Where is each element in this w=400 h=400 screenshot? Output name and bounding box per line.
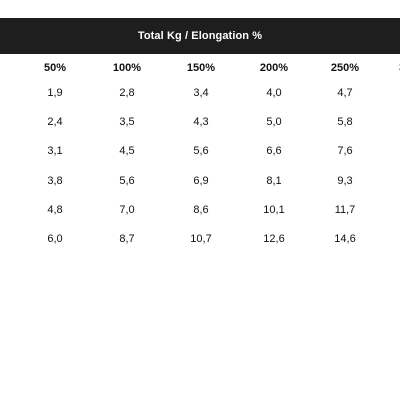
- column-header: 50%: [43, 62, 67, 74]
- table-cell: 8,6: [193, 204, 209, 216]
- table-cell: 14,6: [334, 233, 356, 245]
- table-cell: 6,0: [47, 233, 63, 245]
- table-cell: 4,7: [337, 87, 353, 99]
- table-title: Total Kg / Elongation %: [137, 30, 263, 42]
- table-cell: 10,1: [263, 204, 285, 216]
- column-header: 250%: [330, 62, 360, 74]
- column-header: 150%: [186, 62, 216, 74]
- table-cell: 5,0: [266, 116, 282, 128]
- table-cell: 3,8: [47, 175, 63, 187]
- table-cell: 4,8: [47, 204, 63, 216]
- table-cell: 2,8: [119, 87, 135, 99]
- table-cell: 10,7: [190, 233, 212, 245]
- table-cell: 9,3: [337, 175, 353, 187]
- table-cell: 7,0: [119, 204, 135, 216]
- table-cell: 6,6: [266, 145, 282, 157]
- table-cell: 4,0: [266, 87, 282, 99]
- table-cell: 3,5: [119, 116, 135, 128]
- column-header: 200%: [259, 62, 289, 74]
- table-cell: 2,4: [47, 116, 63, 128]
- table-cell: 7,6: [337, 145, 353, 157]
- table-cell: 6,9: [193, 175, 209, 187]
- table-cell: 8,1: [266, 175, 282, 187]
- table-cell: 11,7: [334, 204, 356, 216]
- table-cell: 4,3: [193, 116, 209, 128]
- table-header-bar: Total Kg / Elongation %: [0, 18, 400, 54]
- table-cell: 5,6: [193, 145, 209, 157]
- table-cell: 1,9: [47, 87, 63, 99]
- table-cell: 12,6: [263, 233, 285, 245]
- table-cell: 3,1: [47, 145, 63, 157]
- table-cell: 3,4: [193, 87, 209, 99]
- table-cell: 4,5: [119, 145, 135, 157]
- table-cell: 5,6: [119, 175, 135, 187]
- column-header: 100%: [112, 62, 142, 74]
- column-header: 3: [377, 62, 400, 74]
- table-cell: 8,7: [119, 233, 135, 245]
- table-cell: 5,8: [337, 116, 353, 128]
